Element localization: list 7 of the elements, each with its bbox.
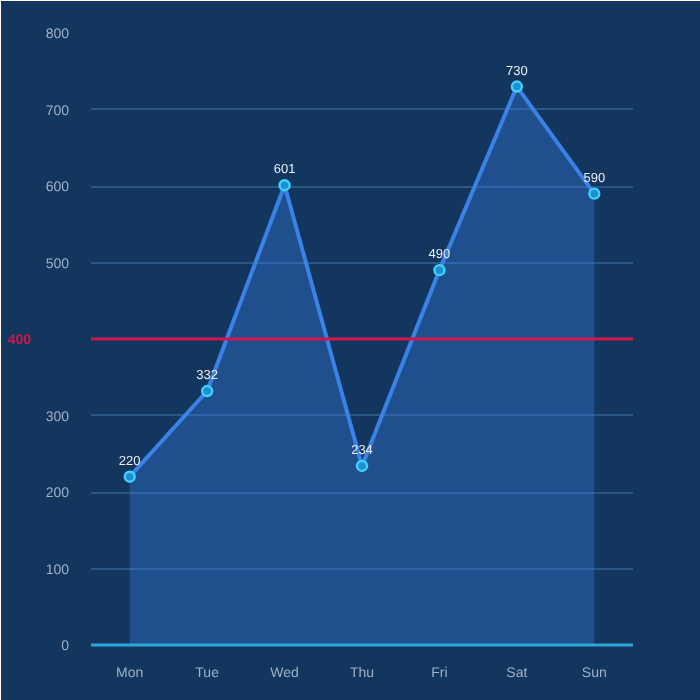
point [433, 263, 446, 277]
point [510, 80, 524, 93]
point [123, 470, 136, 483]
point [278, 179, 291, 192]
point [200, 384, 214, 398]
point [355, 459, 369, 473]
point [588, 187, 601, 200]
